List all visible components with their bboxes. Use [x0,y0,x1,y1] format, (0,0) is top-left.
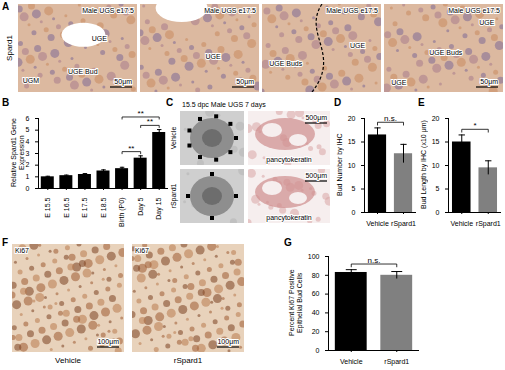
svg-text:40: 40 [312,309,320,316]
svg-text:Male UGS e17.5: Male UGS e17.5 [326,7,378,14]
svg-text:E: E [418,97,425,108]
svg-text:10: 10 [432,162,440,169]
svg-text:UGM: UGM [23,77,40,84]
svg-text:E 17.5: E 17.5 [81,197,88,217]
svg-text:100μm: 100μm [217,338,239,346]
svg-text:0: 0 [436,209,440,216]
svg-text:UGE Bud: UGE Bud [68,68,98,75]
svg-text:UGE: UGE [391,79,407,86]
html-text:Relative Spard1 Gene Expressio: Relative Spard1 Gene Expression [10,118,25,188]
svg-text:80: 80 [312,272,320,279]
svg-text:Birth (P0): Birth (P0) [118,198,126,228]
svg-text:0: 0 [316,347,320,354]
svg-text:**: ** [138,109,144,118]
svg-text:rSpard1: rSpard1 [391,220,416,228]
svg-text:n.s.: n.s. [368,256,381,265]
svg-text:C: C [166,97,173,108]
svg-text:5: 5 [436,185,440,192]
svg-text:50μm: 50μm [114,78,132,86]
svg-text:15.5 dpc Male UGS 7 days: 15.5 dpc Male UGS 7 days [182,101,266,109]
svg-text:D: D [334,97,341,108]
svg-text:Male UGS e17.5: Male UGS e17.5 [204,7,256,14]
svg-text:500μm: 500μm [305,172,327,180]
svg-text:E 18.5: E 18.5 [100,197,107,217]
svg-text:50μm: 50μm [480,78,498,86]
svg-text:A: A [2,1,9,12]
svg-text:0: 0 [26,185,30,192]
svg-text:4: 4 [26,138,30,145]
svg-text:E 16.5: E 16.5 [63,197,70,217]
svg-text:pancytokeratin: pancytokeratin [266,156,312,164]
svg-text:F: F [2,237,8,248]
svg-text:UGE: UGE [205,53,221,60]
svg-text:UGE Buds: UGE Buds [429,49,463,56]
svg-text:20: 20 [348,115,356,122]
svg-text:pancytokeratin: pancytokeratin [266,214,312,222]
svg-text:UGE: UGE [350,42,366,49]
svg-text:6: 6 [26,115,30,122]
svg-text:Vehicle: Vehicle [366,220,389,227]
svg-text:5: 5 [26,126,30,133]
svg-text:10: 10 [348,162,356,169]
svg-text:50μm: 50μm [236,78,254,86]
svg-text:rSpard1: rSpard1 [476,220,501,228]
svg-text:rSpard1: rSpard1 [170,183,178,208]
svg-text:20: 20 [312,328,320,335]
html-text:Bud Length by IHC (x10 μm): Bud Length by IHC (x10 μm) [420,120,427,210]
svg-text:Vehicle: Vehicle [450,220,473,227]
svg-text:Vehicle: Vehicle [55,356,81,365]
svg-text:Vehicle: Vehicle [340,358,363,365]
svg-text:0: 0 [352,209,356,216]
svg-text:100μm: 100μm [97,338,119,346]
svg-text:rSpard1: rSpard1 [174,356,203,365]
html-text:Bud Number by IHC: Bud Number by IHC [336,133,343,197]
svg-text:**: ** [128,144,134,153]
svg-text:60: 60 [312,290,320,297]
svg-text:5: 5 [352,185,356,192]
svg-text:Male UGS e17.5: Male UGS e17.5 [448,7,500,14]
svg-text:3: 3 [26,150,30,157]
svg-text:**: ** [147,117,153,126]
svg-text:rSpard1: rSpard1 [384,358,409,366]
svg-text:E 15.5: E 15.5 [44,197,51,217]
svg-text:Ki67: Ki67 [15,247,29,254]
svg-text:B: B [2,97,9,108]
svg-text:*: * [473,121,476,130]
svg-text:Spard1: Spard1 [5,35,14,61]
svg-text:Day 15: Day 15 [155,197,163,219]
svg-text:UGE: UGE [479,19,495,26]
html-text:Percent Ki67 Positive Epitheli: Percent Ki67 Positive Epithelial Bud Cel… [288,269,303,337]
svg-text:Ki67: Ki67 [135,247,149,254]
svg-text:15: 15 [348,138,356,145]
svg-text:1: 1 [26,173,30,180]
svg-text:500μm: 500μm [305,114,327,122]
svg-text:n.s.: n.s. [384,114,397,123]
svg-text:2: 2 [26,161,30,168]
svg-text:Vehicle: Vehicle [170,127,177,150]
svg-text:20: 20 [432,115,440,122]
svg-text:UGE Buds: UGE Buds [269,60,303,67]
svg-text:Day 5: Day 5 [137,197,145,215]
svg-text:100: 100 [308,253,320,260]
svg-text:15: 15 [432,138,440,145]
svg-text:G: G [284,237,292,248]
svg-text:UGE: UGE [92,35,108,42]
svg-text:Male UGS e17.5: Male UGS e17.5 [82,7,134,14]
